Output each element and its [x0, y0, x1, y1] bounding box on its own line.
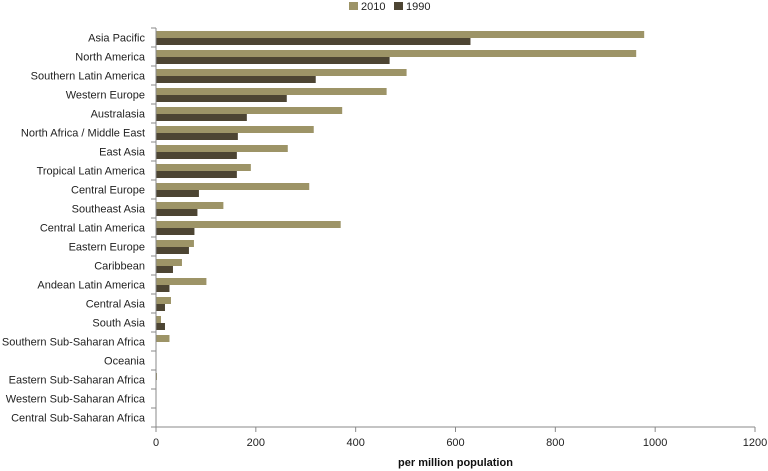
category-label: North America — [75, 52, 146, 64]
category-label: Oceania — [104, 356, 146, 368]
x-tick-label: 1200 — [743, 437, 767, 449]
bar-2010-16 — [156, 335, 170, 342]
bar-1990-7 — [156, 171, 237, 178]
category-label: East Asia — [99, 147, 146, 159]
category-label: Andean Latin America — [37, 280, 146, 292]
legend-swatch-1990 — [394, 2, 403, 10]
category-label: Southern Sub-Saharan Africa — [2, 337, 146, 349]
bar-1990-11 — [156, 247, 189, 254]
x-tick-label: 200 — [247, 437, 265, 449]
bar-1990-15 — [156, 323, 165, 330]
bar-2010-4 — [156, 107, 343, 114]
bar-1990-8 — [156, 190, 199, 197]
category-label: Central Sub-Saharan Africa — [11, 413, 146, 425]
x-tick-label: 1000 — [643, 437, 667, 449]
bars-group — [156, 31, 645, 399]
category-label: Tropical Latin America — [37, 166, 146, 178]
bar-1990-3 — [156, 95, 287, 102]
bar-2010-0 — [156, 31, 645, 38]
legend-label-2010: 2010 — [361, 1, 385, 13]
bar-2010-9 — [156, 202, 224, 209]
bar-2010-10 — [156, 221, 341, 228]
category-label: Asia Pacific — [88, 33, 145, 45]
bar-2010-12 — [156, 259, 182, 266]
x-tick-label: 600 — [446, 437, 464, 449]
bar-2010-6 — [156, 145, 288, 152]
bar-1990-6 — [156, 152, 237, 159]
category-label: Australasia — [91, 109, 146, 121]
bar-2010-13 — [156, 278, 207, 285]
legend-swatch-2010 — [349, 2, 358, 10]
axes-group — [151, 27, 756, 432]
category-label: Western Sub-Saharan Africa — [6, 394, 146, 406]
category-label: South Asia — [92, 318, 145, 330]
bar-2010-15 — [156, 316, 161, 323]
bar-1990-10 — [156, 228, 195, 235]
category-label: Southern Latin America — [31, 71, 146, 83]
category-label: Eastern Sub-Saharan Africa — [9, 375, 146, 387]
bar-1990-1 — [156, 57, 390, 64]
bar-2010-5 — [156, 126, 314, 133]
bar-1990-12 — [156, 266, 173, 273]
x-tick-label: 800 — [546, 437, 564, 449]
x-axis-title: per million population — [398, 457, 513, 469]
bar-2010-3 — [156, 88, 387, 95]
bar-1990-5 — [156, 133, 238, 140]
x-tick-label: 400 — [346, 437, 364, 449]
category-label: Central Europe — [71, 185, 145, 197]
bar-2010-14 — [156, 297, 171, 304]
bar-1990-9 — [156, 209, 198, 216]
category-label: Western Europe — [66, 90, 145, 102]
bar-2010-2 — [156, 69, 407, 76]
labels-group: Asia Pacific North America Southern Latin … — [2, 33, 767, 470]
bar-1990-4 — [156, 114, 247, 121]
bar-2010-8 — [156, 183, 310, 190]
bar-2010-1 — [156, 50, 637, 57]
category-label: North Africa / Middle East — [21, 128, 145, 140]
category-label: Central Asia — [86, 299, 146, 311]
bar-1990-13 — [156, 285, 170, 292]
x-tick-label: 0 — [153, 437, 159, 449]
legend: 2010 1990 — [349, 1, 430, 13]
category-label: Caribbean — [94, 261, 145, 273]
bar-2010-7 — [156, 164, 251, 171]
category-label: Central Latin America — [40, 223, 146, 235]
category-label: Southeast Asia — [72, 204, 146, 216]
bar-1990-0 — [156, 38, 471, 45]
bar-1990-14 — [156, 304, 165, 311]
category-label: Eastern Europe — [69, 242, 145, 254]
bar-1990-2 — [156, 76, 316, 83]
bar-2010-11 — [156, 240, 194, 247]
legend-label-1990: 1990 — [406, 1, 430, 13]
